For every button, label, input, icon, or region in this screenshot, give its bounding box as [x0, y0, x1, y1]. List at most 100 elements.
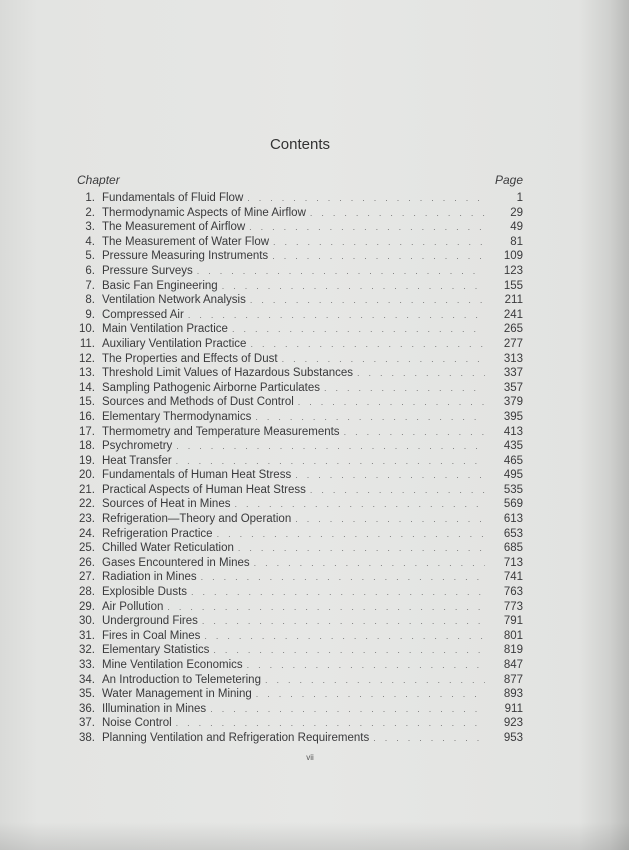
chapter-page: 685 [503, 542, 523, 555]
chapter-number: 5. [85, 250, 95, 263]
dot-leader: ........................................ [175, 718, 485, 729]
chapter-title: Sampling Pathogenic Airborne Particulate… [102, 381, 320, 394]
contents-entry: 33. Mine Ventilation Economics...........… [70, 658, 523, 673]
chapter-number: 10. [79, 323, 95, 336]
chapter-title: Thermometry and Temperature Measurements [102, 425, 340, 438]
chapter-page: 277 [503, 337, 523, 350]
chapter-number: 22. [79, 498, 95, 511]
dot-leader: ........................................ [176, 441, 485, 452]
chapter-title: Water Management in Mining [102, 688, 252, 701]
chapter-number: 35. [79, 688, 95, 701]
chapter-page: 791 [503, 615, 523, 628]
chapter-title: An Introduction to Telemetering [102, 673, 261, 686]
contents-entry: 11. Auxiliary Ventilation Practice.......… [70, 337, 523, 352]
dot-leader: ........................................ [200, 572, 485, 583]
chapter-title: The Properties and Effects of Dust [102, 352, 278, 365]
dot-leader: ........................................ [253, 557, 485, 568]
chapter-page: 357 [503, 381, 523, 394]
chapter-title: Gases Encountered in Mines [102, 556, 250, 569]
chapter-page: 653 [503, 527, 523, 540]
chapter-title: Elementary Thermodynamics [102, 410, 252, 423]
chapter-number: 8. [85, 294, 95, 307]
contents-entry: 35. Water Management in Mining...........… [70, 687, 523, 702]
chapter-title: Underground Fires [102, 615, 198, 628]
chapter-page: 763 [503, 586, 523, 599]
chapter-number: 12. [79, 352, 95, 365]
contents-entry: 24. Refrigeration Practice...............… [70, 527, 523, 542]
chapter-number: 33. [79, 659, 95, 671]
chapter-page: 877 [503, 673, 523, 686]
dot-leader: ........................................ [237, 543, 485, 554]
contents-entry: 3. The Measurement of Airflow............… [70, 220, 523, 235]
chapter-title: Refrigeration—Theory and Operation [102, 513, 292, 526]
chapter-number: 32. [79, 644, 95, 657]
chapter-page: 953 [503, 731, 523, 744]
dot-leader: ........................................ [221, 280, 485, 291]
dot-leader: ........................................ [231, 324, 485, 335]
chapter-title: Pressure Surveys [102, 264, 193, 277]
chapter-number: 18. [79, 440, 95, 453]
chapter-page: 211 [504, 294, 523, 307]
chapter-title: Explosible Dusts [102, 586, 188, 599]
contents-entry: 9. Compressed Air........................… [70, 308, 523, 323]
chapter-title: Psychrometry [102, 440, 173, 453]
dot-leader: ........................................ [273, 236, 485, 247]
chapter-title: Air Pollution [102, 600, 164, 613]
chapter-title: Fires in Coal Mines [102, 629, 201, 642]
chapter-number: 27. [79, 571, 95, 584]
chapter-number: 13. [79, 367, 95, 380]
contents-entry: 14. Sampling Pathogenic Airborne Particul… [70, 381, 523, 396]
chapter-page: 535 [503, 483, 523, 496]
chapter-title: Chilled Water Reticulation [102, 542, 234, 555]
chapter-number: 36. [79, 702, 95, 715]
chapter-page: 123 [503, 264, 523, 277]
dot-leader: ........................................ [295, 514, 485, 525]
chapter-page: 1 [516, 192, 523, 204]
chapter-page: 613 [503, 513, 523, 526]
chapter-title: Fundamentals of Human Heat Stress [102, 469, 292, 482]
chapter-title: Refrigeration Practice [102, 527, 213, 540]
chapter-title: Elementary Statistics [102, 644, 210, 657]
chapter-title: The Measurement of Water Flow [102, 235, 270, 248]
chapter-page: 395 [503, 410, 523, 423]
chapter-number: 11. [79, 337, 95, 350]
chapter-title: Practical Aspects of Human Heat Stress [102, 483, 306, 496]
chapter-number: 28. [79, 586, 95, 599]
chapter-title: Pressure Measuring Instruments [102, 250, 269, 263]
dot-leader: ........................................ [324, 382, 485, 393]
chapter-page: 713 [503, 556, 523, 569]
chapter-number: 34. [79, 673, 95, 686]
chapter-number: 37. [79, 717, 95, 730]
chapter-page: 313 [503, 352, 523, 365]
chapter-title: Auxiliary Ventilation Practice [102, 337, 247, 350]
chapter-number: 19. [79, 454, 95, 467]
chapter-number: 23. [79, 513, 95, 526]
chapter-page: 741 [503, 571, 523, 584]
dot-leader: ........................................ [204, 630, 485, 641]
chapter-number: 24. [79, 527, 95, 540]
chapter-number: 15. [79, 396, 95, 409]
chapter-page: 911 [504, 702, 523, 715]
chapter-number: 7. [85, 279, 95, 292]
chapter-page: 773 [503, 600, 523, 613]
chapter-number: 31. [79, 629, 95, 642]
contents-entry: 31. Fires in Coal Mines..................… [70, 629, 523, 644]
contents-entry: 8. Ventilation Network Analysis..........… [70, 293, 523, 308]
chapter-page: 109 [503, 250, 523, 263]
contents-entry: 12. The Properties and Effects of Dust...… [70, 352, 523, 367]
dot-leader: ........................................ [309, 484, 485, 495]
chapter-number: 4. [85, 235, 95, 248]
dot-leader: ........................................ [196, 265, 485, 276]
chapter-page: 495 [503, 469, 523, 482]
dot-leader: ........................................ [246, 660, 485, 670]
chapter-title: Sources and Methods of Dust Control [102, 396, 294, 409]
chapter-title: Basic Fan Engineering [102, 279, 218, 292]
dot-leader: ........................................ [250, 338, 485, 349]
contents-entry: 18. Psychrometry.........................… [70, 439, 523, 454]
contents-entry: 25. Chilled Water Reticulation...........… [70, 541, 523, 556]
chapter-column-header: Chapter [77, 173, 120, 187]
chapter-title: Threshold Limit Values of Hazardous Subs… [102, 367, 354, 380]
chapter-number: 1. [85, 192, 95, 204]
chapter-title: Planning Ventilation and Refrigeration R… [102, 731, 370, 744]
contents-entry: 28. Explosible Dusts.....................… [70, 585, 523, 600]
